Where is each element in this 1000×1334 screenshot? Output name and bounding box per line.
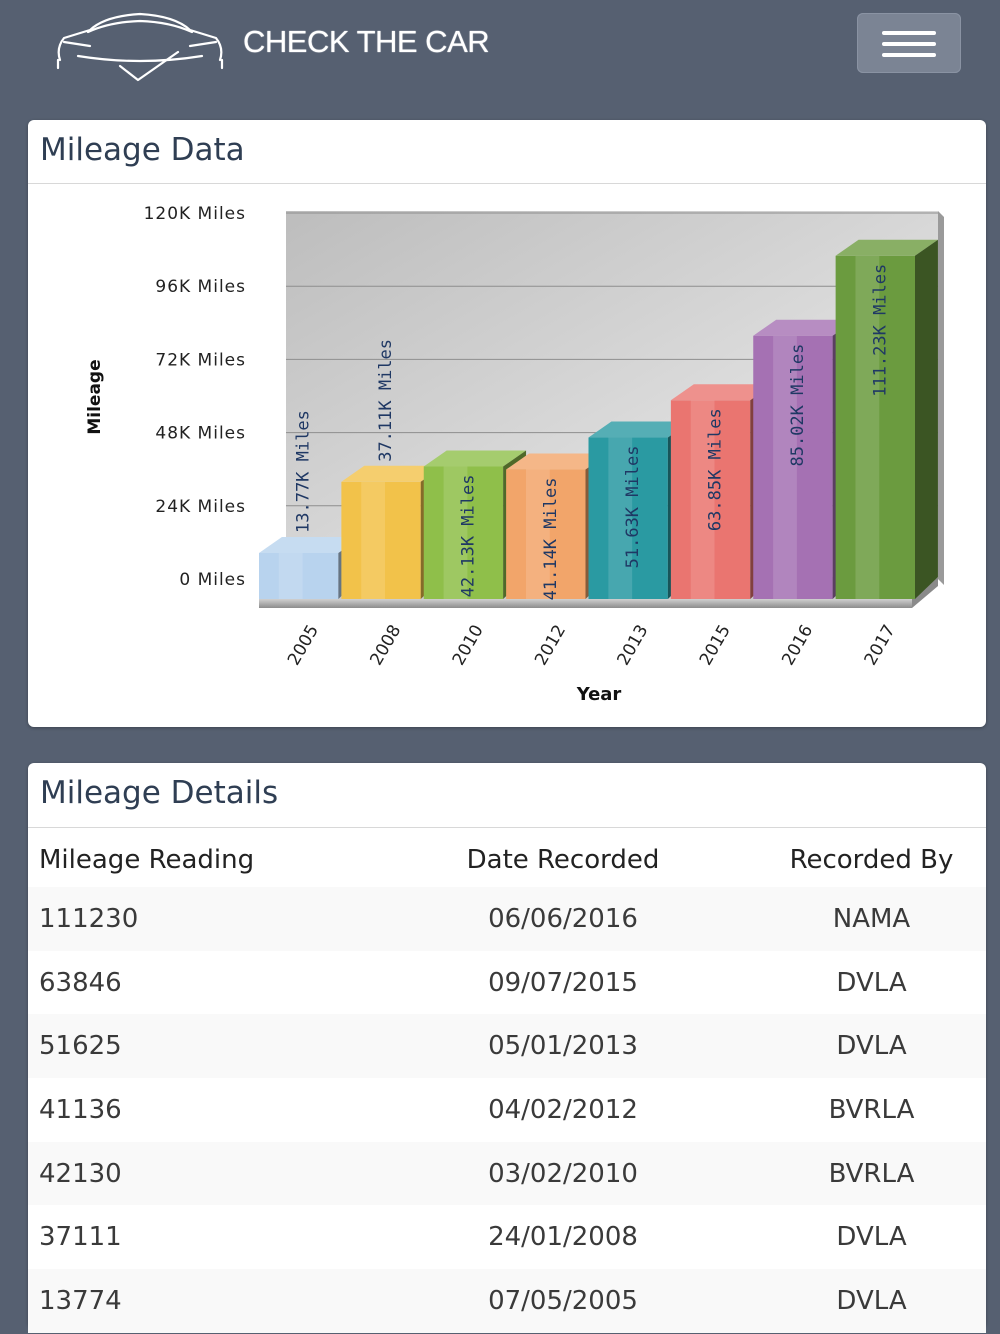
- cell-mileage: 37111: [39, 1222, 122, 1253]
- x-tick-label: 2012: [531, 622, 570, 669]
- mileage-chart: 0 Miles 24K Miles 48K Miles 72K Miles 96K Mi…: [85, 204, 944, 705]
- bar-top: [588, 421, 691, 438]
- x-tick-label: 2008: [366, 622, 405, 669]
- y-tick-label: 120K Miles: [144, 204, 246, 224]
- bar-value-label: 13.77K Miles: [294, 410, 314, 533]
- column-header-date: Date Recorded: [466, 845, 660, 875]
- table-row: 37111 24/01/2008 DVLA: [28, 1205, 986, 1269]
- x-axis-label: Year: [576, 684, 622, 705]
- bar-highlight: [608, 437, 633, 599]
- table-row: 42130 03/02/2010 BVRLA: [28, 1141, 986, 1206]
- y-tick-label: 48K Miles: [155, 424, 246, 444]
- mileage-details-panel: Mileage Details Mileage Reading Date Rec…: [28, 763, 986, 1333]
- cell-mileage: 51625: [28, 1014, 369, 1079]
- bar-side: [915, 239, 938, 599]
- bar-highlight: [690, 400, 715, 599]
- y-tick-label: 96K Miles: [155, 277, 246, 297]
- cell-recorded-by: BVRLA: [828, 1094, 915, 1125]
- cell-mileage: 41136: [39, 1094, 122, 1125]
- bar-highlight: [278, 552, 303, 599]
- bar-top: [835, 239, 938, 256]
- cell-date: 07/05/2005: [369, 1269, 757, 1333]
- chart-floor-side: [912, 577, 938, 608]
- bar-top: [259, 536, 362, 553]
- mileage-data-panel: Mileage Data 0 Miles 24K Miles 48K Miles 72…: [28, 120, 986, 727]
- bar-highlight: [443, 466, 468, 599]
- x-tick-label: 2016: [778, 622, 817, 669]
- bar-top: [506, 453, 609, 470]
- x-tick-label: 2010: [449, 622, 488, 669]
- x-tick-label: 2017: [861, 622, 900, 669]
- menu-toggle-button[interactable]: [857, 13, 961, 73]
- bar-value-label: 85.02K Miles: [788, 344, 808, 467]
- cell-recorded-by: NAMA: [757, 887, 986, 951]
- cell-recorded-by: BVRLA: [757, 1141, 986, 1206]
- panel-divider: [28, 827, 986, 828]
- cell-date: 03/02/2010: [369, 1141, 757, 1206]
- car-logo-icon[interactable]: [50, 8, 230, 84]
- bar-highlight: [525, 469, 550, 599]
- column-header-recorded-by: Recorded By: [789, 845, 954, 875]
- bar-top: [423, 450, 527, 467]
- cell-recorded-by: DVLA: [836, 967, 907, 998]
- bar-highlight: [773, 335, 797, 599]
- cell-mileage: 63846: [39, 967, 122, 998]
- column-header-mileage: Mileage Reading: [39, 845, 255, 875]
- cell-date: 24/01/2008: [488, 1222, 638, 1253]
- bar-value-label: 37.11K Miles: [376, 339, 396, 462]
- mileage-data-title: Mileage Data: [40, 132, 245, 168]
- x-tick-label: 2013: [614, 622, 653, 669]
- cell-recorded-by: DVLA: [757, 1269, 986, 1333]
- table-row: 111230 06/06/2016 NAMA: [28, 887, 986, 951]
- y-axis-label: Mileage: [85, 359, 105, 434]
- cell-mileage: 13774: [28, 1269, 369, 1333]
- bar-value-label: 51.63K Miles: [623, 446, 643, 569]
- cell-date: 09/07/2015: [488, 967, 638, 998]
- cell-mileage: 111230: [28, 887, 369, 951]
- cell-mileage: 42130: [28, 1141, 369, 1206]
- y-tick-label: 72K Miles: [155, 350, 246, 370]
- table-header-row: Mileage Reading Date Recorded Recorded B…: [28, 833, 986, 887]
- bar-highlight: [361, 481, 386, 599]
- chart-floor-edge: [259, 599, 912, 608]
- bar-highlight: [855, 255, 880, 599]
- mileage-details-table: Mileage Reading Date Recorded Recorded B…: [28, 833, 986, 1333]
- bar-value-label: 111.23K Miles: [870, 264, 890, 397]
- table-row: 51625 05/01/2013 DVLA: [28, 1014, 986, 1079]
- bar-value-label: 42.13K Miles: [458, 475, 478, 598]
- cell-date: 05/01/2013: [369, 1014, 757, 1079]
- bar-value-label: 41.14K Miles: [541, 478, 561, 601]
- cell-date: 06/06/2016: [369, 887, 757, 951]
- y-tick-label: 24K Miles: [155, 497, 246, 517]
- app-header: CHECK THE CAR: [0, 0, 1000, 90]
- bar-value-label: 63.85K Miles: [706, 408, 726, 531]
- chart-side-wall: [938, 211, 944, 585]
- table-row: 13774 07/05/2005 DVLA: [28, 1269, 986, 1333]
- x-tick-label: 2005: [284, 622, 323, 669]
- x-tick-label: 2015: [696, 622, 735, 669]
- mileage-details-title: Mileage Details: [40, 775, 279, 811]
- table-row: 41136 04/02/2012 BVRLA: [28, 1078, 986, 1142]
- bar-top: [670, 384, 774, 401]
- cell-date: 04/02/2012: [488, 1094, 638, 1125]
- bar-top: [753, 319, 856, 336]
- cell-recorded-by: DVLA: [836, 1222, 907, 1253]
- bar-top: [341, 465, 444, 482]
- bar: [835, 239, 938, 599]
- table-row: 63846 09/07/2015 DVLA: [28, 951, 986, 1015]
- brand-title[interactable]: CHECK THE CAR: [243, 24, 490, 59]
- panel-divider: [28, 183, 986, 184]
- cell-recorded-by: DVLA: [757, 1014, 986, 1079]
- y-tick-label: 0 Miles: [179, 570, 246, 590]
